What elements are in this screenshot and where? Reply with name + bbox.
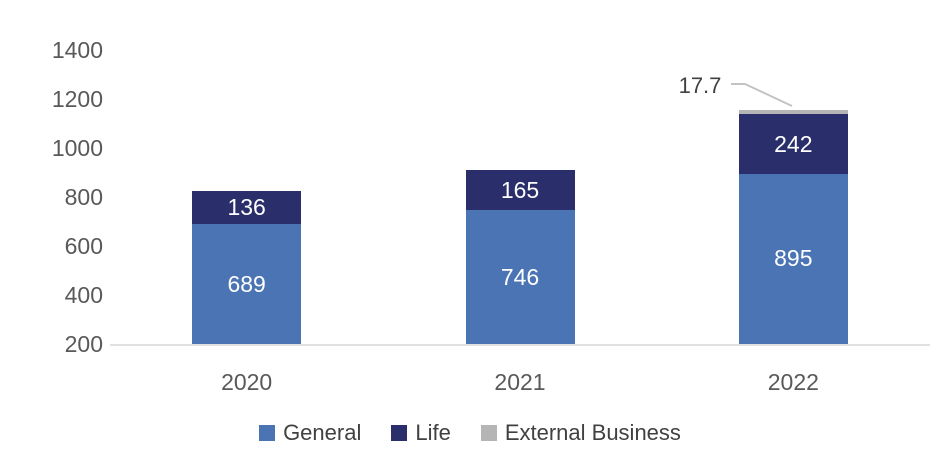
legend-item-general: General xyxy=(259,420,361,446)
plot-area: 689 136 746 165 895 242 xyxy=(110,50,930,346)
y-axis-tick-label: 600 xyxy=(64,233,103,259)
legend-label-general: General xyxy=(283,420,362,445)
x-axis-line xyxy=(110,344,930,346)
y-axis-tick-label: 800 xyxy=(64,184,103,210)
legend-label-life: Life xyxy=(415,420,451,445)
bar-value-label: 689 xyxy=(227,270,266,297)
bar-value-label: 136 xyxy=(227,194,266,221)
bar-segment-external-business xyxy=(738,110,848,115)
x-axis-category-label: 2021 xyxy=(494,369,546,395)
bar-value-label: 165 xyxy=(500,176,540,203)
y-axis-tick-label: 1200 xyxy=(51,86,103,112)
legend-swatch-life xyxy=(391,425,408,441)
bar-segment-general: 746 xyxy=(465,210,575,344)
legend-item-life: Life xyxy=(391,420,451,446)
legend-item-external-business: External Business xyxy=(480,420,681,446)
y-axis-tick-label: 200 xyxy=(64,331,103,357)
legend-swatch-external-business xyxy=(480,425,497,441)
bar-segment-general: 895 xyxy=(738,173,848,344)
legend: General Life External Business xyxy=(0,420,940,446)
bar-segment-life: 165 xyxy=(465,169,575,211)
legend-label-external-business: External Business xyxy=(504,420,681,445)
y-axis-tick-label: 1400 xyxy=(51,37,103,63)
legend-swatch-general xyxy=(259,425,276,441)
x-axis-category-label: 2020 xyxy=(221,369,273,395)
annotation-external-business-value: 17.7 xyxy=(678,73,722,98)
bar-segment-general: 689 xyxy=(192,224,302,344)
bar-segment-life: 136 xyxy=(192,190,302,225)
bar-value-label: 895 xyxy=(774,245,813,272)
bar-value-label: 746 xyxy=(500,263,540,290)
y-axis-tick-label: 400 xyxy=(64,282,103,308)
y-axis-tick-label: 1000 xyxy=(51,135,103,161)
bar-value-label: 242 xyxy=(774,130,813,157)
x-axis-category-label: 2022 xyxy=(767,369,819,395)
bar-segment-life: 242 xyxy=(738,114,848,174)
